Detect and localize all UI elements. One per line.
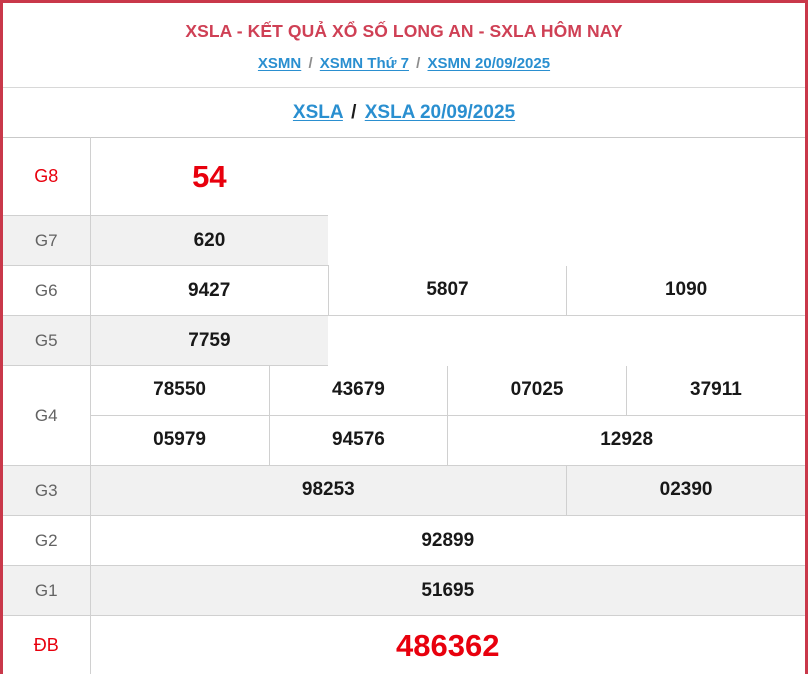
- breadcrumb-separator: /: [351, 101, 357, 123]
- prize-value-g4-1: 78550: [90, 366, 270, 416]
- prize-value-g6-1: 9427: [90, 265, 329, 316]
- page-title: XSLA - KẾT QUẢ XỔ SỐ LONG AN - SXLA HÔM …: [185, 20, 623, 41]
- prize-label-g7: G7: [3, 215, 91, 266]
- table-row-g6: G6 9427 5807 1090: [3, 265, 805, 316]
- table-row-db: ĐB 486362: [3, 615, 805, 674]
- breadcrumb-separator: /: [416, 54, 421, 72]
- table-subrow-g4-2: 05979 94576 12928: [90, 415, 805, 466]
- table-row-g8: G8 54: [3, 137, 805, 216]
- breadcrumb-primary: XSMN / XSMN Thứ 7 / XSMN 20/09/2025: [258, 55, 550, 72]
- prize-value-g4-7: 12928: [447, 415, 805, 466]
- prize-value-g4-5: 05979: [90, 415, 270, 466]
- table-row-g3: G3 98253 02390: [3, 465, 805, 516]
- lottery-results-table: G8 54 G7 620 G6 9427 5807 1090 G5 7759 G…: [3, 137, 805, 674]
- prize-value-g4-2: 43679: [269, 366, 449, 416]
- prize-group-g4: 78550 43679 07025 37911 05979 94576 1292…: [90, 366, 805, 466]
- breadcrumb-item-xsmn-thu-7[interactable]: XSMN Thứ 7: [319, 54, 409, 72]
- prize-value-g7: 620: [90, 215, 329, 266]
- table-row-g1: G1 51695: [3, 565, 805, 616]
- prize-label-g2: G2: [3, 515, 91, 566]
- page-subheader: XSLA / XSLA 20/09/2025: [3, 88, 805, 137]
- table-row-g4: G4 78550 43679 07025 37911 05979 94576 1…: [3, 365, 805, 466]
- prize-value-g4-4: 37911: [626, 366, 805, 416]
- breadcrumb-item-xsla[interactable]: XSLA: [292, 101, 343, 123]
- table-row-g2: G2 92899: [3, 515, 805, 566]
- prize-label-g1: G1: [3, 565, 91, 616]
- prize-label-g5: G5: [3, 315, 91, 366]
- prize-value-g6-2: 5807: [328, 265, 568, 316]
- prize-value-g4-6: 94576: [269, 415, 449, 466]
- prize-value-g4-3: 07025: [447, 366, 627, 416]
- page-header: XSLA - KẾT QUẢ XỔ SỐ LONG AN - SXLA HÔM …: [3, 3, 805, 88]
- prize-label-db: ĐB: [3, 615, 91, 674]
- prize-value-g3-2: 02390: [566, 465, 805, 516]
- prize-value-g5: 7759: [90, 315, 329, 366]
- prize-label-g8: G8: [3, 137, 91, 216]
- breadcrumb-separator: /: [308, 54, 313, 72]
- breadcrumb-item-xsmn-date[interactable]: XSMN 20/09/2025: [427, 54, 551, 72]
- prize-value-g1: 51695: [90, 565, 805, 616]
- table-row-g7: G7 620: [3, 215, 805, 266]
- prize-value-g3-1: 98253: [90, 465, 568, 516]
- prize-value-db: 486362: [396, 627, 500, 663]
- prize-value-g6-3: 1090: [566, 265, 805, 316]
- prize-value-g2: 92899: [90, 515, 805, 566]
- table-subrow-g4-1: 78550 43679 07025 37911: [90, 366, 805, 416]
- breadcrumb-item-xsmn[interactable]: XSMN: [257, 54, 302, 72]
- prize-label-g4: G4: [3, 365, 91, 466]
- breadcrumb-item-xsla-date[interactable]: XSLA 20/09/2025: [364, 101, 516, 123]
- table-row-g5: G5 7759: [3, 315, 805, 366]
- prize-value-g8: 54: [90, 137, 329, 216]
- prize-label-g6: G6: [3, 265, 91, 316]
- prize-label-g3: G3: [3, 465, 91, 516]
- breadcrumb-secondary: XSLA / XSLA 20/09/2025: [293, 102, 515, 124]
